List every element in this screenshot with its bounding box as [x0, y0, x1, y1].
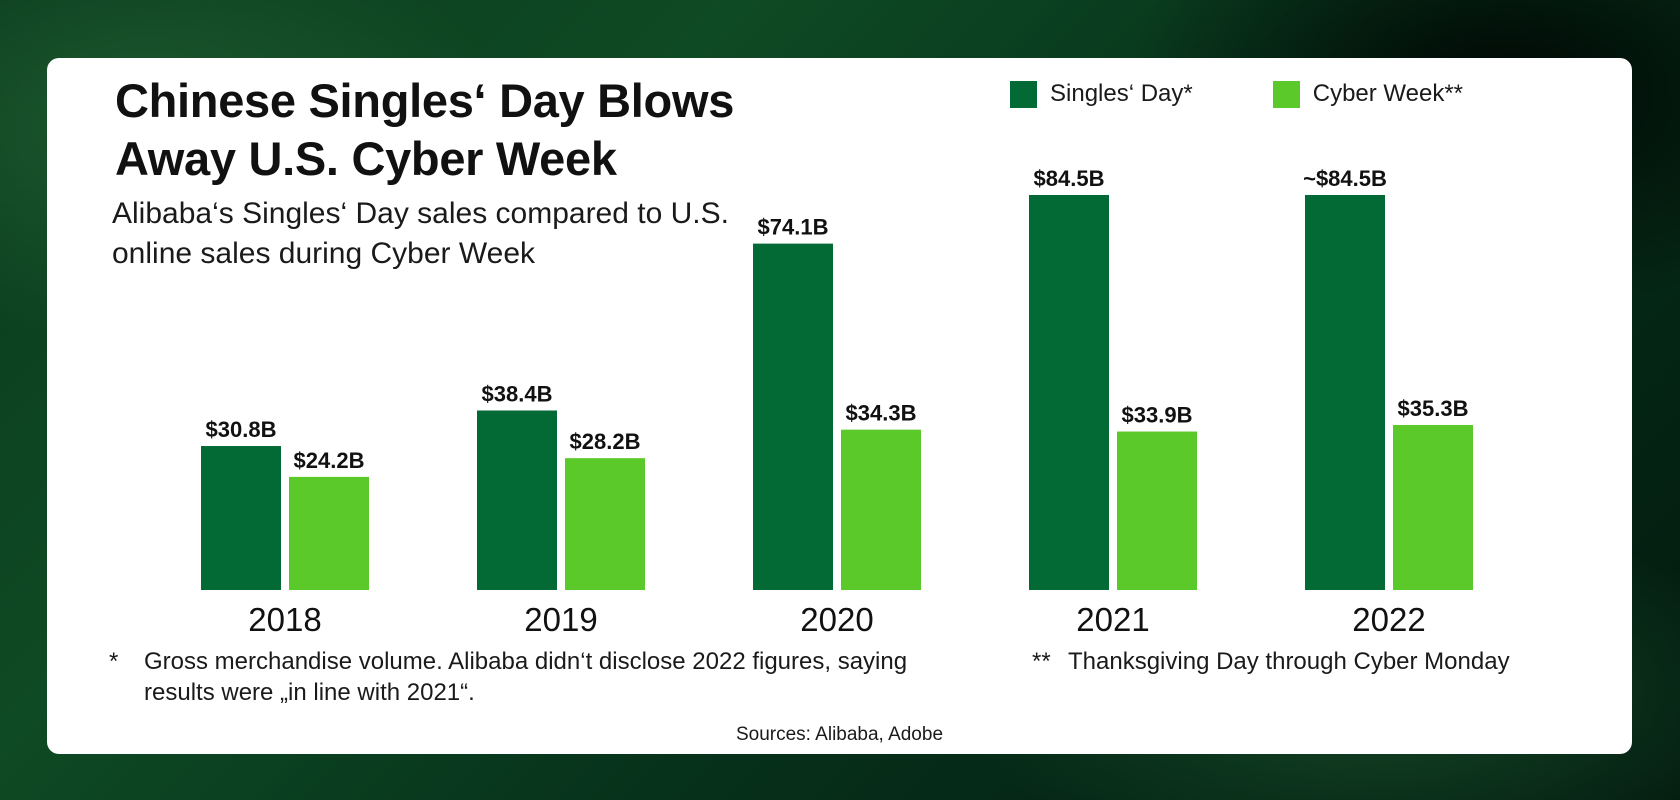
bar-value-label-cyber-week-2021: $33.9B: [1122, 403, 1193, 428]
legend-swatch-singles-day: [1010, 80, 1037, 108]
bar-value-label-cyber-week-2018: $24.2B: [294, 448, 365, 473]
chart-card: $30.8B $24.2B 2018 $38.4B $28.2B 2019 $74.1B $3…: [47, 58, 1632, 754]
bar-cyber-week-2018: [289, 476, 369, 590]
bar-cyber-week-2022: [1393, 424, 1473, 590]
footnote-marker-single: *: [109, 648, 119, 675]
x-tick-label-2019: 2019: [524, 601, 597, 638]
legend-label-cyber-week: Cyber Week**: [1312, 80, 1464, 107]
legend-item-singles-day: Singles‘ Day*: [1010, 80, 1193, 108]
x-tick-label-2020: 2020: [800, 601, 873, 638]
x-tick-label-2018: 2018: [248, 601, 321, 638]
footnote-marker-double: **: [1032, 648, 1051, 675]
bar-singles-day-2019: [477, 410, 557, 590]
bar-cyber-week-2021: [1117, 431, 1197, 590]
footnote-singles-day: * Gross merchandise volume. Alibaba didn…: [109, 646, 929, 708]
bar-singles-day-2021: [1029, 195, 1109, 590]
footnote-text-singles-day: Gross merchandise volume. Alibaba didn‘t…: [144, 648, 908, 706]
legend-swatch-cyber-week: [1272, 80, 1300, 108]
bar-singles-day-2018: [201, 446, 281, 590]
legend-label-singles-day: Singles‘ Day*: [1050, 80, 1193, 107]
footnote-text-cyber-week: Thanksgiving Day through Cyber Monday: [1068, 648, 1510, 675]
legend: Singles‘ Day* Cyber Week**: [1010, 80, 1463, 108]
bar-value-label-singles-day-2019: $38.4B: [482, 381, 553, 406]
legend-item-cyber-week: Cyber Week**: [1272, 80, 1464, 108]
sources-note: Sources: Alibaba, Adobe: [735, 724, 944, 745]
footnote-cyber-week: ** Thanksgiving Day through Cyber Monday: [1032, 646, 1592, 677]
bar-value-label-singles-day-2022: ~$84.5B: [1303, 166, 1387, 191]
chart-title: Chinese Singles‘ Day Blows Away U.S. Cyb…: [115, 74, 735, 185]
bar-value-label-cyber-week-2022: $35.3B: [1398, 396, 1469, 421]
bar-value-label-singles-day-2021: $84.5B: [1034, 166, 1105, 191]
bar-value-label-singles-day-2020: $74.1B: [758, 215, 829, 240]
bar-chart: $30.8B $24.2B 2018 $38.4B $28.2B 2019 $74.1B $3…: [201, 166, 1473, 638]
bar-cyber-week-2019: [565, 458, 645, 590]
bar-value-label-singles-day-2018: $30.8B: [206, 417, 277, 442]
chart-subtitle: Alibaba‘s Singles‘ Day sales compared to…: [112, 197, 729, 270]
bar-cyber-week-2020: [841, 429, 921, 590]
x-tick-label-2021: 2021: [1076, 601, 1149, 638]
bar-singles-day-2020: [753, 243, 833, 590]
bar-value-label-cyber-week-2020: $34.3B: [846, 401, 917, 426]
x-tick-label-2022: 2022: [1352, 601, 1425, 638]
bar-singles-day-2022: [1305, 195, 1385, 590]
bar-value-label-cyber-week-2019: $28.2B: [570, 429, 641, 454]
